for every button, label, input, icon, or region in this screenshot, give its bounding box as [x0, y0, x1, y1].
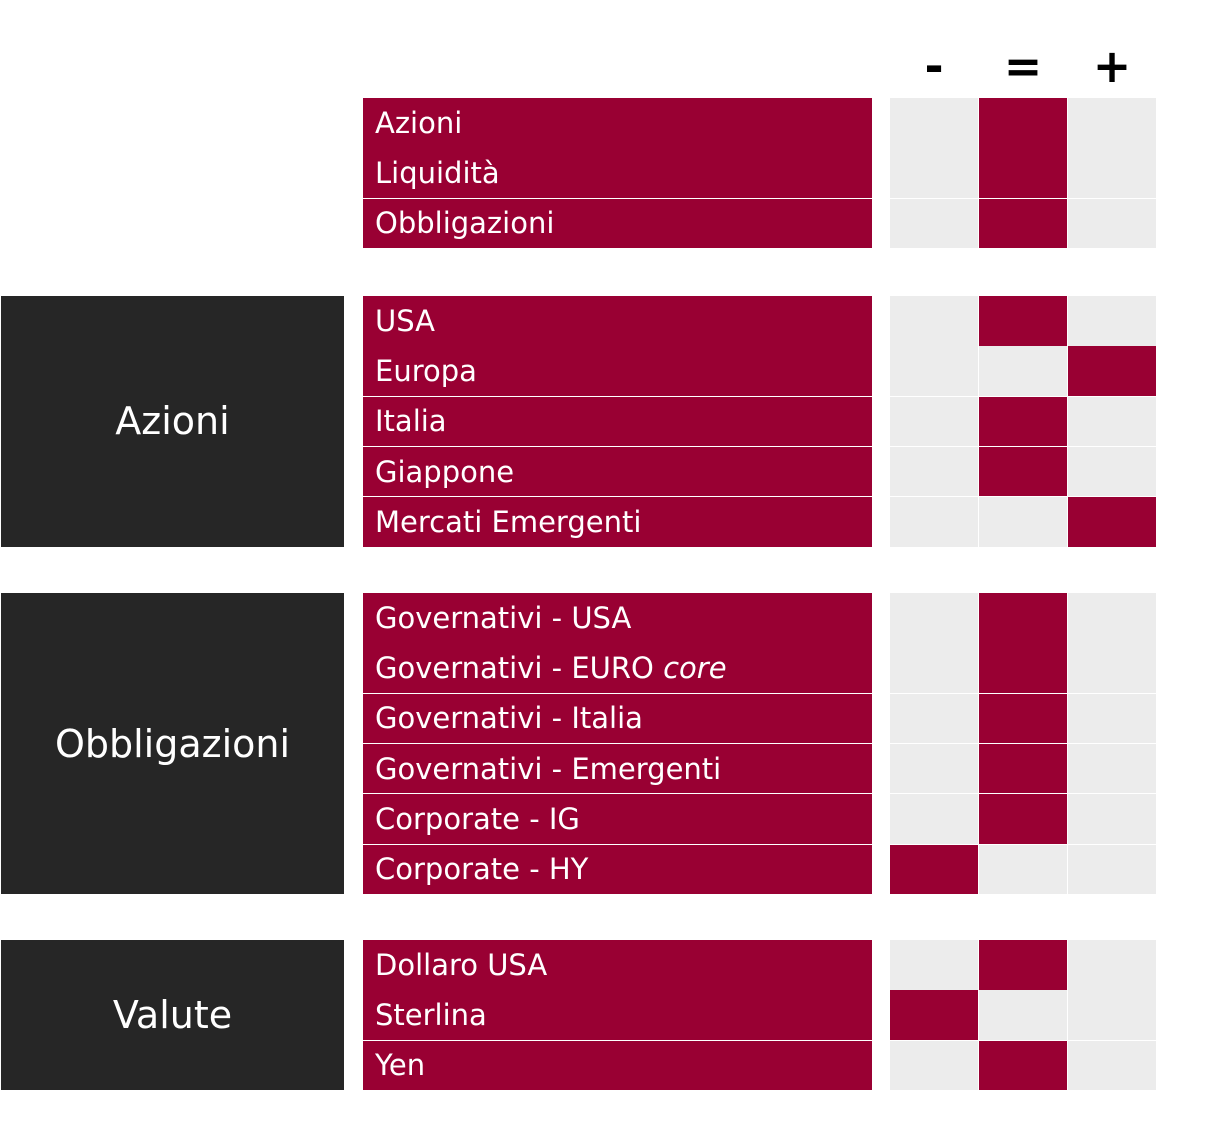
rating-cell-equal-selected: [979, 446, 1067, 497]
row-label: Obbligazioni: [363, 198, 872, 249]
rating-cell-minus: [890, 743, 978, 794]
rating-cell-equal-selected: [979, 296, 1067, 346]
rating-cell-equal-selected: [979, 198, 1067, 249]
row-label-text: Governativi - EURO: [375, 651, 654, 686]
rating-cell-equal: [979, 346, 1067, 396]
rating-cell-plus: [1068, 396, 1156, 447]
rating-cell-minus: [890, 148, 978, 198]
rating-cell-plus: [1068, 446, 1156, 497]
rating-cell-plus: [1068, 743, 1156, 794]
rating-cell-minus: [890, 1040, 978, 1091]
rating-cell-plus: [1068, 148, 1156, 198]
column-header-plus: +: [1092, 39, 1132, 93]
rating-cell-minus: [890, 593, 978, 643]
row-label: USA: [363, 296, 872, 346]
row-label: Governativi - EURO core: [363, 643, 872, 693]
row-label-text: Mercati Emergenti: [375, 504, 642, 539]
rating-cell-equal-selected: [979, 643, 1067, 693]
row-label-text: Giappone: [375, 454, 515, 489]
row-label: Yen: [363, 1040, 872, 1091]
row-label-suffix: core: [663, 651, 727, 686]
rating-cell-plus: [1068, 693, 1156, 744]
rating-cell-equal-selected: [979, 98, 1067, 148]
row-label: Governativi - Italia: [363, 693, 872, 744]
row-label: Liquidità: [363, 148, 872, 198]
rating-cell-minus: [890, 497, 978, 547]
rating-cell-equal: [979, 497, 1067, 547]
row-label-text: Dollaro USA: [375, 947, 548, 982]
row-label: Giappone: [363, 446, 872, 497]
row-label: Corporate - HY: [363, 844, 872, 894]
rating-cell-plus-selected: [1068, 346, 1156, 396]
rating-cell-plus: [1068, 296, 1156, 346]
rating-cell-equal: [979, 844, 1067, 894]
row-label: Azioni: [363, 98, 872, 148]
rating-cell-equal-selected: [979, 148, 1067, 198]
row-label: Corporate - IG: [363, 794, 872, 844]
row-label: Governativi - Emergenti: [363, 743, 872, 794]
row-label-text: Liquidità: [375, 156, 500, 191]
rating-cell-minus-selected: [890, 990, 978, 1040]
row-label-text: Governativi - USA: [375, 600, 632, 635]
rating-cell-plus: [1068, 593, 1156, 643]
rating-cell-plus: [1068, 1040, 1156, 1091]
rating-cell-minus: [890, 296, 978, 346]
rating-cell-equal-selected: [979, 743, 1067, 794]
rating-cell-plus: [1068, 990, 1156, 1040]
row-label-text: USA: [375, 303, 436, 338]
row-label: Europa: [363, 346, 872, 396]
row-label-text: Yen: [375, 1048, 426, 1083]
rating-cell-equal-selected: [979, 940, 1067, 990]
rating-cell-equal-selected: [979, 1040, 1067, 1091]
row-label: Italia: [363, 396, 872, 447]
rating-cell-plus: [1068, 198, 1156, 249]
rating-cell-equal-selected: [979, 396, 1067, 447]
row-label-text: Sterlina: [375, 998, 487, 1033]
row-label: Mercati Emergenti: [363, 497, 872, 547]
rating-cell-minus: [890, 346, 978, 396]
row-label-text: Governativi - Italia: [375, 701, 643, 736]
column-header-equal: =: [1003, 39, 1043, 93]
row-label-text: Corporate - HY: [375, 852, 589, 887]
rating-cell-minus: [890, 693, 978, 744]
rating-cell-minus: [890, 198, 978, 249]
row-label-text: Italia: [375, 404, 447, 439]
rating-cell-plus: [1068, 98, 1156, 148]
rating-cell-minus: [890, 98, 978, 148]
rating-cell-minus: [890, 940, 978, 990]
rating-cell-plus-selected: [1068, 497, 1156, 547]
row-label: Dollaro USA: [363, 940, 872, 990]
rating-cell-minus: [890, 446, 978, 497]
rating-cell-plus: [1068, 794, 1156, 844]
group-label-obbligazioni: Obbligazioni: [1, 593, 344, 894]
rating-cell-plus: [1068, 844, 1156, 894]
rating-cell-equal-selected: [979, 693, 1067, 744]
row-label-text: Obbligazioni: [375, 206, 555, 241]
row-label-text: Azioni: [375, 105, 463, 140]
row-label-text: Governativi - Emergenti: [375, 751, 722, 786]
group-label-valute: Valute: [1, 940, 344, 1091]
rating-cell-minus: [890, 396, 978, 447]
rating-cell-minus-selected: [890, 844, 978, 894]
rating-cell-plus: [1068, 643, 1156, 693]
row-label-text: Europa: [375, 354, 477, 389]
rating-cell-minus: [890, 794, 978, 844]
row-label: Sterlina: [363, 990, 872, 1040]
row-label: Governativi - USA: [363, 593, 872, 643]
column-header-minus: -: [924, 39, 944, 93]
rating-cell-equal-selected: [979, 794, 1067, 844]
rating-cell-equal-selected: [979, 593, 1067, 643]
rating-cell-minus: [890, 643, 978, 693]
rating-cell-equal: [979, 990, 1067, 1040]
row-label-text: Corporate - IG: [375, 801, 580, 836]
rating-cell-plus: [1068, 940, 1156, 990]
group-label-azioni: Azioni: [1, 296, 344, 547]
